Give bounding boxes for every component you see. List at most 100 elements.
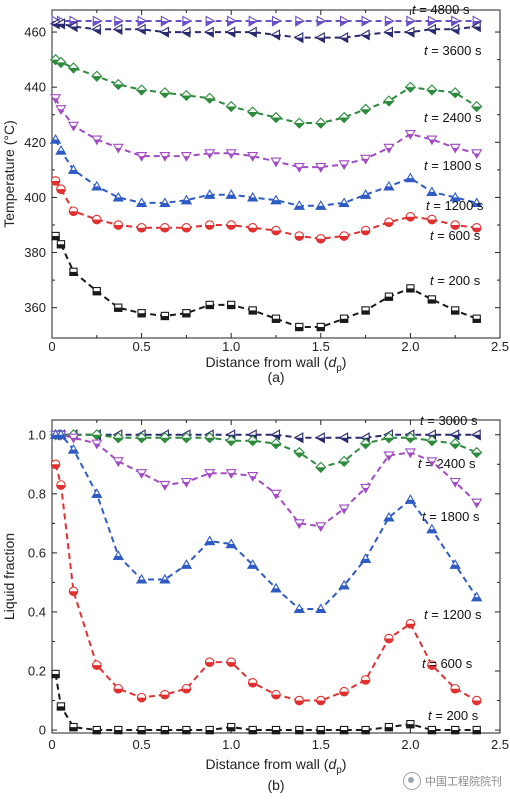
data-point-fill [227, 21, 237, 27]
data-point-fill [204, 662, 215, 667]
x-tick-label: 2.5 [491, 737, 509, 752]
series-label: t = 600 s [430, 228, 481, 243]
data-point-fill [227, 304, 236, 310]
data-point-fill [316, 730, 325, 735]
series-200s: t = 200 s [51, 231, 481, 332]
data-point-fill [67, 67, 80, 74]
data-point-fill [271, 230, 281, 236]
data-point-fill [360, 109, 372, 115]
data-point-fill [384, 296, 394, 301]
data-point-fill [113, 224, 124, 230]
data-point-fill [361, 310, 370, 315]
series-line [55, 58, 478, 124]
data-point-fill [247, 227, 258, 233]
data-point-fill [51, 236, 60, 241]
data-point-fill [339, 236, 349, 241]
data-point-fill [115, 147, 122, 154]
data-point-fill [92, 21, 103, 27]
data-point-fill [204, 194, 216, 199]
data-point-fill [227, 473, 235, 479]
data-point-fill [427, 730, 437, 735]
y-tick-label: 360 [24, 300, 46, 315]
data-point-fill [112, 29, 123, 35]
data-point-fill [404, 87, 416, 93]
data-point-fill [51, 673, 60, 679]
y-axis-label: Temperature (°C) [1, 120, 17, 228]
x-tick-label: 0.5 [133, 339, 151, 354]
data-point-fill [70, 437, 77, 444]
data-point-fill [67, 26, 78, 33]
data-point-fill [247, 682, 258, 688]
data-point-fill [69, 271, 78, 276]
data-point-fill [182, 313, 191, 318]
x-tick-label: 1.5 [312, 737, 330, 752]
watermark: 中国工程院院刊 [403, 772, 502, 790]
data-point-fill [406, 288, 415, 293]
data-point-fill [160, 315, 170, 321]
data-point-fill [159, 92, 171, 99]
data-point-fill [249, 156, 256, 162]
data-point-fill [113, 688, 124, 694]
series-4800s: t = 4800 s [51, 2, 483, 27]
data-point-fill [225, 32, 236, 38]
data-point-fill [428, 139, 436, 146]
data-point-fill [449, 29, 460, 35]
data-point-fill [181, 688, 192, 694]
data-point-fill [93, 139, 101, 146]
data-point-fill [316, 21, 327, 27]
data-point-fill [340, 21, 350, 27]
series-label: t = 2400 s [424, 110, 482, 125]
data-point-fill [451, 147, 459, 154]
series-1800s: t = 1800 s [50, 430, 483, 532]
data-point-fill [205, 21, 216, 27]
y-tick-label: 0.6 [28, 545, 46, 560]
data-point-fill [225, 440, 237, 447]
data-point-fill [339, 730, 349, 735]
data-point-fill [315, 37, 325, 44]
data-point-fill [385, 455, 393, 462]
data-point-fill [161, 156, 169, 162]
data-point-fill [205, 304, 214, 310]
data-point-fill [360, 558, 372, 563]
series-2400s: t = 2400 s [50, 429, 483, 473]
data-point-fill [271, 730, 281, 735]
series-label: t = 1200 s [424, 607, 482, 622]
y-tick-label: 420 [24, 135, 46, 150]
data-point-fill [359, 34, 370, 41]
data-point-fill [114, 307, 123, 312]
x-tick-label: 0 [48, 339, 55, 354]
data-point-fill [136, 697, 147, 703]
data-point-fill [247, 32, 257, 38]
data-point-fill [449, 564, 461, 569]
data-point-fill [136, 227, 147, 233]
data-point-fill [271, 21, 282, 27]
data-point-fill [316, 326, 325, 332]
data-point-fill [182, 730, 191, 735]
data-point-fill [317, 526, 325, 532]
y-tick-label: 0.8 [28, 486, 46, 501]
y-tick-label: 0.2 [28, 663, 46, 678]
data-point-fill [160, 694, 170, 700]
data-point-fill [57, 109, 65, 115]
data-point-fill [404, 437, 416, 444]
chart-panel-a: 0 0.5 1.0 1.5 2.0 2.5 360 380 400 420 440 460 Distan… [1, 2, 509, 385]
series-200s: t = 200 s [51, 669, 481, 735]
data-point-fill [136, 89, 148, 96]
data-point-fill [316, 700, 326, 706]
data-point-fill [138, 473, 145, 479]
data-point-fill [293, 437, 304, 444]
data-point-fill [293, 37, 304, 44]
data-point-fill [338, 461, 350, 467]
data-point-fill [183, 482, 190, 488]
data-point-fill [427, 665, 437, 670]
y-tick-label: 400 [24, 190, 46, 205]
data-point-fill [339, 691, 349, 697]
series-label: t = 3000 s [420, 413, 478, 428]
data-point-fill [384, 638, 394, 644]
data-point-fill [136, 437, 148, 444]
data-point-fill [248, 21, 259, 27]
data-point-fill [383, 517, 395, 522]
data-point-fill [293, 608, 305, 614]
data-point-fill [55, 434, 67, 439]
